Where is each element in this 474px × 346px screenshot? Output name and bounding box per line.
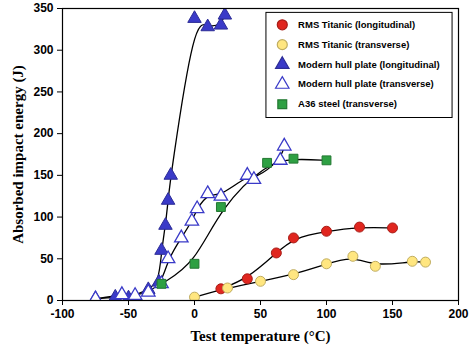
svg-text:200: 200 — [448, 307, 468, 321]
svg-text:100: 100 — [33, 210, 53, 224]
svg-text:Modern hull plate (transverse): Modern hull plate (transverse) — [298, 78, 434, 89]
svg-text:150: 150 — [382, 307, 402, 321]
svg-text:50: 50 — [40, 252, 54, 266]
svg-text:250: 250 — [33, 85, 53, 99]
svg-text:50: 50 — [254, 307, 268, 321]
svg-text:RMS Titanic (longitudinal): RMS Titanic (longitudinal) — [298, 19, 415, 30]
svg-text:350: 350 — [33, 1, 53, 15]
svg-text:-50: -50 — [120, 307, 138, 321]
svg-text:Absorbed impact energy (J): Absorbed impact energy (J) — [10, 65, 27, 244]
svg-text:0: 0 — [47, 293, 54, 307]
svg-text:Modern hull plate (longitudina: Modern hull plate (longitudinal) — [298, 59, 439, 70]
svg-text:300: 300 — [33, 43, 53, 57]
svg-text:-100: -100 — [50, 307, 74, 321]
svg-text:100: 100 — [316, 307, 336, 321]
svg-text:0: 0 — [191, 307, 198, 321]
svg-text:Test temperature (°C): Test temperature (°C) — [190, 328, 330, 345]
svg-text:A36 steel (transverse): A36 steel (transverse) — [298, 98, 397, 109]
svg-text:150: 150 — [33, 168, 53, 182]
svg-text:200: 200 — [33, 126, 53, 140]
svg-text:RMS Titanic (transverse): RMS Titanic (transverse) — [298, 39, 409, 50]
